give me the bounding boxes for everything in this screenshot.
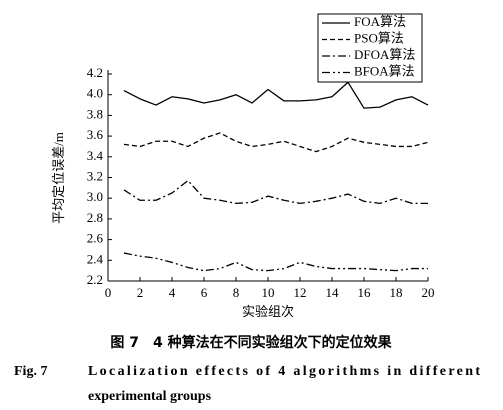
- caption-en: experimental groups: [88, 389, 212, 404]
- caption-en-label: Fig. 7: [14, 364, 47, 379]
- y-tick-label: 3.2: [87, 168, 103, 183]
- x-tick-label: 12: [294, 285, 307, 300]
- x-tick-label: 2: [137, 285, 144, 300]
- caption-cn: 图 7 4 种算法在不同实验组次下的定位效果: [110, 334, 392, 351]
- x-tick-label: 0: [105, 285, 112, 300]
- y-axis-label: 平均定位误差/m: [51, 132, 66, 224]
- legend-label: FOA算法: [354, 14, 406, 29]
- x-tick-label: 14: [326, 285, 340, 300]
- legend-label: BFOA算法: [354, 63, 415, 78]
- y-tick-label: 2.4: [87, 251, 104, 266]
- y-tick-label: 3.0: [87, 189, 103, 204]
- x-tick-label: 10: [262, 285, 275, 300]
- y-tick-label: 2.2: [87, 272, 103, 287]
- y-tick-label: 3.8: [87, 106, 103, 121]
- series-line: [123, 252, 428, 272]
- x-tick-label: 8: [233, 285, 240, 300]
- y-tick-label: 4.2: [87, 65, 103, 80]
- x-tick-label: 4: [169, 285, 176, 300]
- x-axis-label: 实验组次: [242, 304, 294, 319]
- y-tick-label: 2.8: [87, 210, 103, 225]
- y-tick-label: 3.6: [87, 127, 104, 142]
- y-tick-label: 3.4: [87, 148, 104, 163]
- x-tick-label: 18: [390, 285, 403, 300]
- legend-label: PSO算法: [354, 30, 404, 45]
- caption-en: Localization effects of 4 algorithms in …: [88, 364, 480, 379]
- y-tick-label: 2.6: [87, 231, 104, 246]
- legend-label: DFOA算法: [354, 47, 415, 62]
- x-tick-label: 6: [201, 285, 208, 300]
- y-tick-label: 4.0: [87, 86, 103, 101]
- series-line: [123, 179, 428, 205]
- series-line: [123, 132, 429, 153]
- x-tick-label: 20: [422, 285, 435, 300]
- series-line: [123, 81, 429, 109]
- legend-box: [317, 13, 423, 83]
- x-tick-label: 16: [358, 285, 372, 300]
